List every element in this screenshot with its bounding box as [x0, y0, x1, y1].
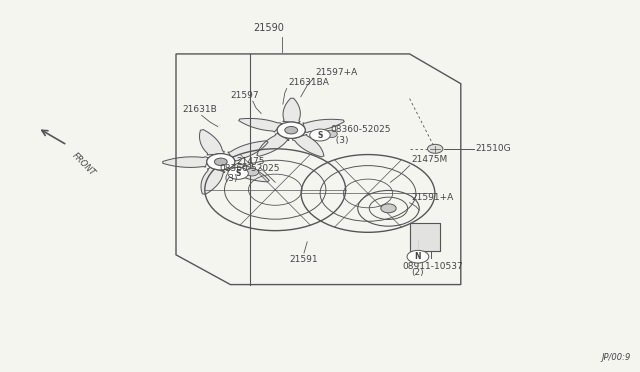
Text: 21597: 21597: [230, 92, 259, 100]
Circle shape: [324, 130, 337, 138]
Text: FRONT: FRONT: [70, 151, 97, 177]
Text: N: N: [415, 252, 421, 261]
Text: 21591: 21591: [289, 255, 318, 264]
Text: S: S: [236, 169, 241, 178]
Circle shape: [277, 122, 305, 138]
Polygon shape: [283, 98, 300, 123]
Text: 21631B: 21631B: [182, 105, 217, 114]
Text: 21590: 21590: [253, 23, 284, 33]
Circle shape: [428, 144, 443, 153]
Circle shape: [381, 204, 396, 213]
Circle shape: [228, 167, 248, 179]
Circle shape: [207, 154, 235, 170]
Circle shape: [407, 250, 429, 263]
Text: JP/00:9: JP/00:9: [601, 353, 630, 362]
Text: 21631BA: 21631BA: [288, 78, 329, 87]
Text: 21510G: 21510G: [476, 144, 511, 153]
Text: 21475: 21475: [237, 157, 266, 166]
Text: 21591+A: 21591+A: [412, 193, 454, 202]
Polygon shape: [201, 167, 225, 194]
Circle shape: [310, 129, 330, 141]
Polygon shape: [410, 223, 440, 251]
Text: 08360-52025
  (3): 08360-52025 (3): [219, 164, 280, 183]
Polygon shape: [257, 134, 289, 156]
Circle shape: [285, 126, 298, 134]
Text: 08911-10537: 08911-10537: [402, 262, 463, 270]
Polygon shape: [227, 163, 269, 182]
Polygon shape: [228, 141, 268, 161]
Text: 21475M: 21475M: [412, 155, 448, 164]
Polygon shape: [200, 129, 224, 155]
Circle shape: [214, 158, 227, 166]
Text: S: S: [317, 131, 323, 140]
Circle shape: [246, 169, 259, 176]
Polygon shape: [303, 119, 344, 132]
Text: 21597+A: 21597+A: [316, 68, 358, 77]
Text: 08360-52025
  (3): 08360-52025 (3): [330, 125, 391, 145]
Polygon shape: [239, 118, 282, 132]
Polygon shape: [292, 134, 324, 157]
Polygon shape: [163, 157, 209, 167]
Text: (2): (2): [411, 268, 424, 277]
